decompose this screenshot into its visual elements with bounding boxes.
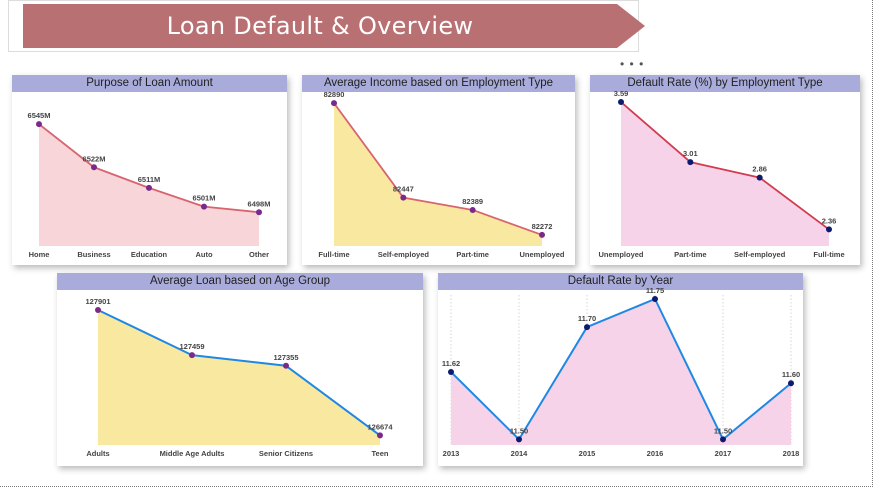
x-tick-label: 2015 (579, 449, 596, 458)
x-tick-label: Unemployed (519, 250, 564, 259)
data-label: 11.60 (782, 370, 800, 379)
page-title: Loan Default & Overview (166, 12, 474, 40)
x-tick-label: Auto (195, 250, 212, 259)
data-point[interactable] (516, 436, 522, 443)
data-point[interactable] (400, 194, 407, 201)
chart-title-default-employment: Default Rate (%) by Employment Type (590, 75, 860, 92)
data-point[interactable] (91, 164, 97, 171)
series-line (620, 101, 830, 231)
chart-title-year: Default Rate by Year (438, 273, 803, 290)
data-label: 126674 (367, 422, 393, 431)
data-point[interactable] (720, 436, 726, 443)
chart-card-income: Average Income based on Employment Type … (302, 75, 575, 265)
data-point[interactable] (756, 174, 763, 181)
chart-age: 127901 Adults 127459 Middle Age Adults 12735… (85, 297, 393, 458)
chart-card-age: Average Loan based on Age Group 127901 Ad… (57, 273, 423, 466)
chart-card-default-employment: Default Rate (%) by Employment Type 3.59… (590, 75, 860, 265)
x-tick-label: Full-time (813, 250, 844, 259)
data-label: 6511M (138, 175, 161, 184)
x-tick-label: Middle Age Adults (160, 449, 225, 458)
chart-income: 82890 Full-time 82447 Self-employed 82389 Par… (318, 90, 565, 259)
data-label: 3.59 (614, 89, 629, 98)
chart-title-income: Average Income based on Employment Type (302, 75, 575, 92)
data-point[interactable] (539, 231, 545, 238)
data-label: 82272 (532, 222, 553, 231)
series-area (451, 299, 791, 445)
title-banner (23, 4, 645, 48)
data-label: 11.70 (578, 314, 596, 323)
data-point[interactable] (826, 226, 832, 233)
x-tick-label: Part-time (456, 250, 489, 259)
data-point[interactable] (283, 362, 289, 369)
more-options-icon[interactable]: • • • (620, 57, 645, 71)
data-label: 6498M (248, 199, 271, 208)
x-tick-label: Unemployed (598, 250, 643, 259)
x-tick-label: 2013 (443, 449, 460, 458)
series-line (333, 102, 543, 236)
data-label: 82389 (462, 197, 483, 206)
data-point[interactable] (201, 203, 207, 210)
x-tick-label: Home (29, 250, 50, 259)
series-area (334, 103, 542, 246)
data-point[interactable] (95, 306, 101, 313)
data-label: 3.01 (683, 149, 698, 158)
data-label: 6522M (83, 154, 106, 163)
data-label: 82890 (324, 90, 345, 99)
data-label: 11.50 (714, 426, 732, 435)
data-label: 6545M (28, 111, 51, 120)
x-tick-label: Self-employed (734, 250, 786, 259)
data-point[interactable] (469, 206, 476, 213)
chart-default-employment: 3.59 Unemployed 3.01 Part-time 2.86 Self-empl… (598, 89, 844, 259)
x-tick-label: Teen (372, 449, 389, 458)
series-area (39, 124, 259, 246)
data-label: 6501M (193, 194, 216, 203)
x-tick-label: Part-time (674, 250, 707, 259)
data-point[interactable] (687, 159, 694, 166)
data-point[interactable] (331, 100, 337, 107)
data-label: 11.75 (646, 286, 664, 295)
x-tick-label: 2016 (647, 449, 664, 458)
data-point[interactable] (584, 324, 590, 331)
series-line (450, 298, 792, 441)
header-box: Loan Default & Overview (8, 0, 645, 52)
data-point[interactable] (146, 184, 152, 191)
chart-purpose: 6545M Home 6522M Business 6511M Education 6501… (28, 111, 271, 259)
data-point[interactable] (189, 352, 195, 359)
data-label: 127901 (85, 297, 110, 306)
data-label: 82447 (393, 185, 414, 194)
x-tick-label: Other (249, 250, 269, 259)
data-label: 11.62 (442, 359, 460, 368)
x-tick-label: 2014 (511, 449, 529, 458)
chart-title-age: Average Loan based on Age Group (57, 273, 423, 290)
x-tick-label: Self-employed (378, 250, 430, 259)
x-tick-label: Senior Citizens (259, 449, 313, 458)
data-point[interactable] (618, 99, 624, 106)
x-tick-label: Adults (86, 449, 109, 458)
x-tick-label: 2017 (715, 449, 732, 458)
data-label: 11.50 (510, 426, 528, 435)
series-area (621, 102, 829, 247)
x-tick-label: Business (77, 250, 110, 259)
series-area (98, 309, 380, 445)
data-point[interactable] (256, 209, 262, 216)
x-tick-label: 2018 (783, 449, 800, 458)
chart-year: 11.62 2013 11.50 2014 11.70 2015 11.75 2016 11.5… (442, 286, 800, 458)
series-line (97, 309, 381, 437)
data-label: 127459 (179, 342, 204, 351)
x-tick-label: Education (131, 250, 168, 259)
data-point[interactable] (652, 296, 658, 302)
chart-card-purpose: Purpose of Loan Amount 6545M Home 6522M Bus… (12, 75, 287, 265)
data-point[interactable] (36, 121, 42, 128)
chart-title-purpose: Purpose of Loan Amount (12, 75, 287, 92)
data-label: 2.86 (752, 165, 767, 174)
chart-card-year: Default Rate by Year 11.62 2013 11.50 2014 1… (438, 273, 803, 466)
data-point[interactable] (448, 369, 454, 375)
data-point[interactable] (377, 432, 383, 439)
x-tick-label: Full-time (318, 250, 349, 259)
data-label: 127355 (273, 353, 298, 362)
data-point[interactable] (788, 380, 794, 387)
data-label: 2.36 (822, 216, 837, 225)
